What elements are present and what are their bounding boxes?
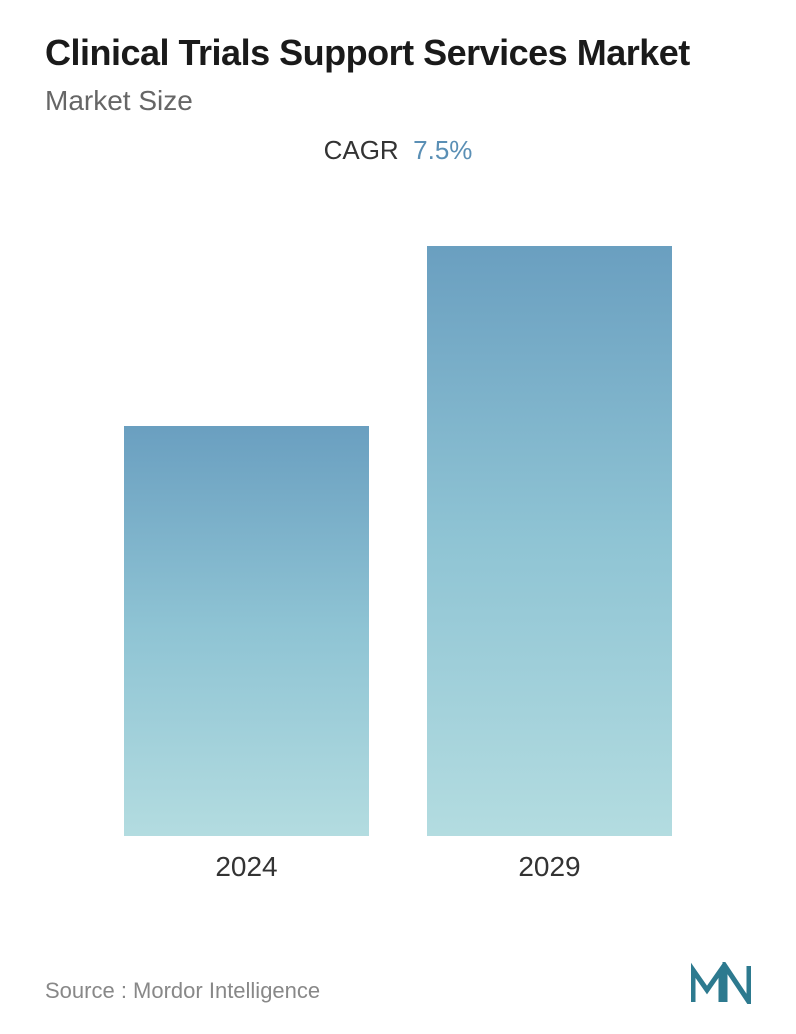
bar-wrapper — [398, 246, 701, 836]
chart-subtitle: Market Size — [45, 85, 751, 117]
cagr-row: CAGR 7.5% — [45, 135, 751, 166]
x-axis-labels: 20242029 — [75, 851, 721, 883]
x-label-2029: 2029 — [398, 851, 701, 883]
bar-2029 — [427, 246, 672, 836]
bar-2024 — [124, 426, 369, 836]
cagr-value: 7.5% — [413, 135, 472, 165]
mordor-logo-icon — [691, 962, 751, 1004]
chart-title: Clinical Trials Support Services Market — [45, 30, 751, 77]
x-label-2024: 2024 — [95, 851, 398, 883]
footer: Source : Mordor Intelligence — [45, 962, 751, 1004]
chart-area — [75, 206, 721, 836]
bar-wrapper — [95, 426, 398, 836]
cagr-label: CAGR — [324, 135, 399, 165]
source-text: Source : Mordor Intelligence — [45, 978, 320, 1004]
bars-container — [75, 206, 721, 836]
